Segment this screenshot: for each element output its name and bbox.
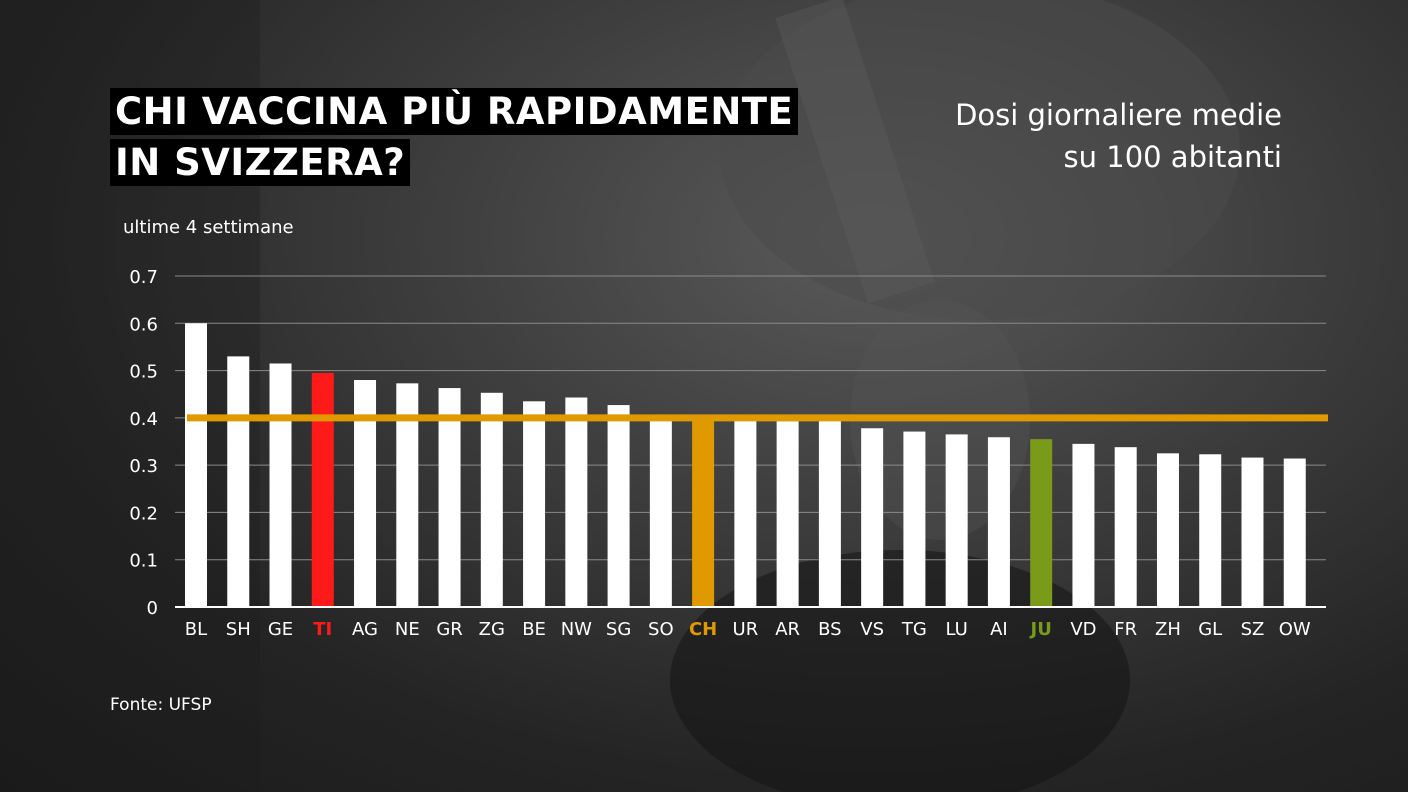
y-tick-label: 0.1	[129, 551, 158, 572]
bar-gl	[1199, 454, 1222, 607]
x-tick-label: TI	[313, 619, 332, 640]
bar-be	[523, 401, 546, 607]
bar-tg	[903, 431, 926, 607]
y-tick-label: 0.2	[129, 503, 158, 524]
x-tick-label: BE	[522, 619, 546, 640]
x-tick-label: SZ	[1241, 619, 1265, 640]
bar-bs	[818, 420, 841, 607]
bar-gr	[438, 388, 461, 607]
bar-ti	[311, 372, 334, 607]
x-tick-label: SH	[226, 619, 251, 640]
x-tick-label: SG	[606, 619, 631, 640]
bar-ag	[354, 380, 377, 607]
x-tick-label: UR	[733, 619, 759, 640]
bar-so	[649, 417, 672, 607]
x-tick-label: SO	[648, 619, 674, 640]
y-tick-label: 0.6	[129, 314, 158, 335]
x-tick-label: BS	[818, 619, 841, 640]
bar-vd	[1072, 443, 1095, 607]
title-block: CHI VACCINA PIÙ RAPIDAMENTE IN SVIZZERA?	[110, 88, 799, 190]
bar-sz	[1241, 457, 1264, 607]
x-tick-label: NE	[395, 619, 420, 640]
bar-zg	[480, 392, 503, 607]
x-tick-label: FR	[1114, 619, 1137, 640]
bar-ow	[1283, 458, 1306, 607]
x-tick-label: ZG	[479, 619, 505, 640]
y-tick-label: 0.7	[129, 267, 158, 288]
chart-title-line-2: IN SVIZZERA?	[110, 139, 411, 186]
x-tick-label: VS	[860, 619, 884, 640]
bar-sg	[607, 405, 630, 607]
period-label: ultime 4 settimane	[123, 217, 294, 238]
bar-lu	[945, 434, 968, 607]
x-tick-label: AI	[990, 619, 1008, 640]
bar-ur	[734, 417, 757, 607]
chart-subtitle: Dosi giornaliere medie su 100 abitanti	[955, 94, 1282, 178]
source-note: Fonte: UFSP	[110, 695, 212, 715]
x-tick-label: JU	[1029, 619, 1052, 640]
bar-nw	[565, 397, 588, 607]
x-tick-label: GR	[436, 619, 462, 640]
x-tick-label: OW	[1279, 619, 1311, 640]
bar-fr	[1114, 447, 1137, 607]
y-tick-label: 0	[147, 598, 158, 619]
x-tick-label: GE	[268, 619, 293, 640]
y-tick-label: 0.5	[129, 362, 158, 383]
x-tick-label: GL	[1198, 619, 1222, 640]
bar-vs	[861, 428, 884, 607]
bar-ge	[269, 363, 292, 607]
x-tick-label: TG	[901, 619, 927, 640]
x-tick-label: AR	[775, 619, 800, 640]
y-tick-label: 0.3	[129, 456, 158, 477]
bar-ai	[987, 437, 1010, 607]
x-tick-label: ZH	[1155, 619, 1181, 640]
bar-ch	[692, 417, 715, 607]
bar-zh	[1156, 453, 1179, 607]
x-tick-label: NW	[561, 619, 592, 640]
bar-ne	[396, 383, 419, 607]
x-tick-label: LU	[946, 619, 968, 640]
bar-sh	[227, 356, 250, 607]
bar-ar	[776, 421, 799, 607]
y-tick-label: 0.4	[129, 409, 158, 430]
subtitle-line-2: su 100 abitanti	[1063, 140, 1282, 174]
subtitle-line-1: Dosi giornaliere medie	[955, 98, 1282, 132]
chart-title-line-1: CHI VACCINA PIÙ RAPIDAMENTE	[110, 88, 799, 135]
bar-bl	[185, 323, 207, 607]
x-tick-label: BL	[185, 619, 207, 640]
bar-ju	[1030, 439, 1053, 607]
x-tick-label: CH	[689, 619, 717, 640]
x-tick-label: VD	[1070, 619, 1096, 640]
x-tick-label: AG	[352, 619, 378, 640]
